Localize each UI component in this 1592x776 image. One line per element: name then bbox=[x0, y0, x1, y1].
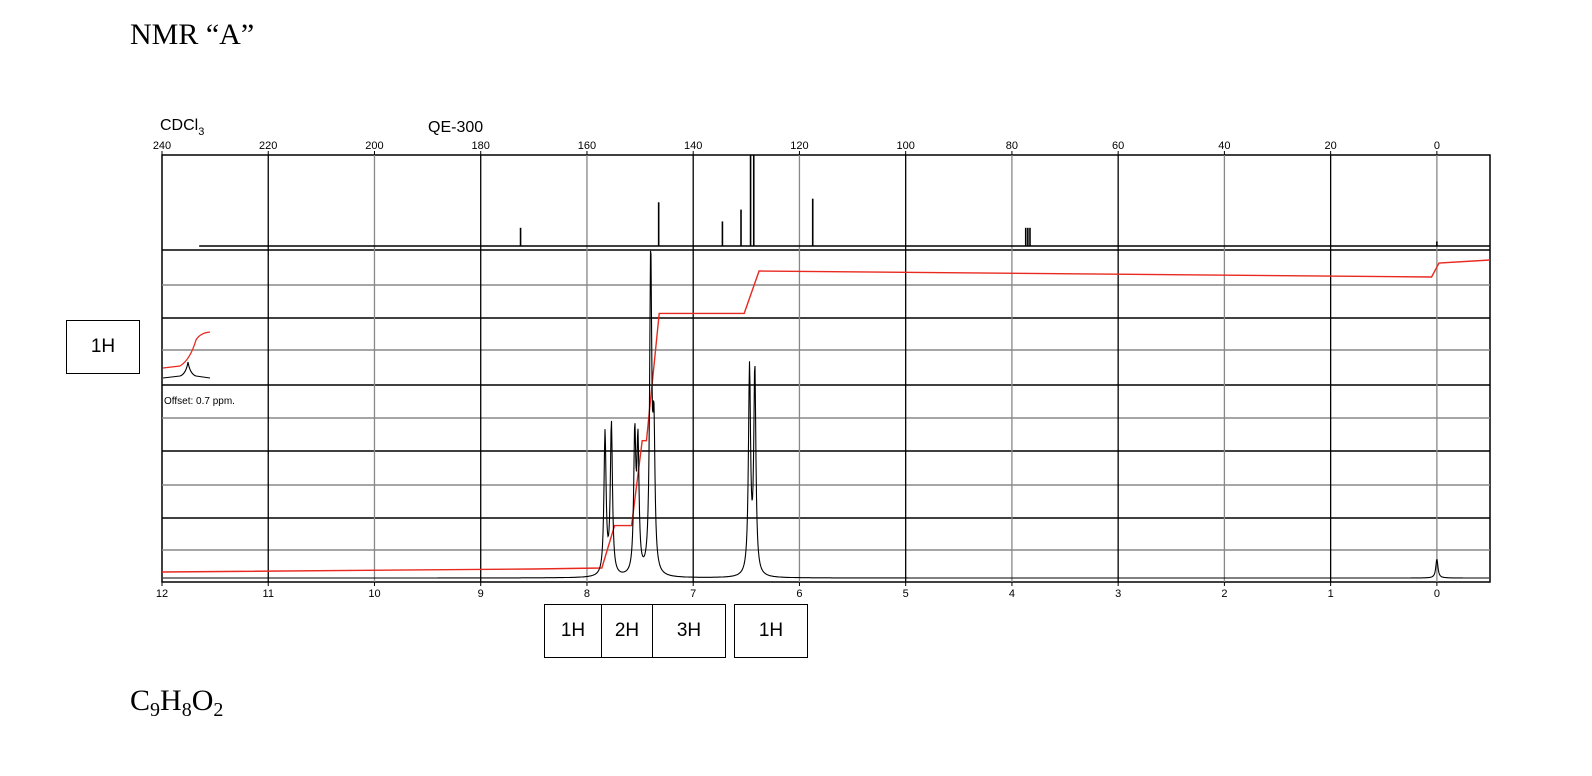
integral-trace bbox=[161, 259, 1491, 573]
carbon-tick-label: 20 bbox=[1325, 140, 1337, 152]
integral-curve bbox=[161, 259, 1491, 573]
proton-tick-label: 2 bbox=[1221, 588, 1227, 600]
document-title: NMR “A” bbox=[130, 18, 255, 51]
inset-peak-icon bbox=[162, 361, 211, 379]
proton-tick-label: 7 bbox=[690, 588, 696, 600]
proton-spectrum bbox=[163, 250, 1489, 579]
proton-tick-label: 4 bbox=[1009, 588, 1015, 600]
integration-box-3h: 3H bbox=[652, 604, 726, 658]
carbon-tick-label: 180 bbox=[472, 140, 490, 152]
carbon-tick-label: 220 bbox=[259, 140, 277, 152]
carbon-tick-label: 40 bbox=[1218, 140, 1230, 152]
proton-trace bbox=[163, 250, 1489, 579]
proton-tick-label: 12 bbox=[156, 588, 168, 600]
proton-tick-label: 11 bbox=[263, 588, 274, 600]
carbon-tick-label: 100 bbox=[897, 140, 915, 152]
instrument-label: QE-300 bbox=[428, 119, 483, 136]
carbon-tick-label: 160 bbox=[578, 140, 596, 152]
proton-tick-label: 0 bbox=[1434, 588, 1440, 600]
molecular-formula: C9H8O2 bbox=[130, 684, 224, 721]
carbon-tick-label: 60 bbox=[1112, 140, 1124, 152]
proton-tick-label: 6 bbox=[796, 588, 802, 600]
plot-frame bbox=[161, 154, 1491, 583]
proton-tick-label: 3 bbox=[1115, 588, 1121, 600]
proton-tick-label: 9 bbox=[478, 588, 484, 600]
carbon-tick-label: 140 bbox=[684, 140, 702, 152]
integration-box-left: 1H bbox=[66, 320, 140, 374]
proton-tick-label: 8 bbox=[584, 588, 590, 600]
carbon-spectrum bbox=[199, 155, 1490, 247]
carbon-tick-label: 240 bbox=[153, 140, 171, 152]
inset-integral-icon bbox=[162, 331, 211, 369]
integration-box-1h-a: 1H bbox=[544, 604, 602, 658]
carbon-tick-label: 120 bbox=[790, 140, 808, 152]
integration-box-2h: 2H bbox=[601, 604, 653, 658]
proton-tick-label: 5 bbox=[903, 588, 909, 600]
offset-label: Offset: 0.7 ppm. bbox=[164, 396, 235, 407]
axis-labels: 240 220 200 180 160 140 120 100 80 60 40 20 012 11 10 9… bbox=[153, 140, 1440, 600]
carbon-tick-label: 0 bbox=[1434, 140, 1440, 152]
integration-box-1h-b: 1H bbox=[734, 604, 808, 658]
solvent-label: CDCl3 bbox=[160, 117, 204, 138]
carbon-tick-label: 80 bbox=[1006, 140, 1018, 152]
proton-tick-label: 1 bbox=[1328, 588, 1334, 600]
grid-layer bbox=[161, 154, 1491, 583]
proton-tick-label: 10 bbox=[368, 588, 380, 600]
carbon-tick-label: 200 bbox=[365, 140, 383, 152]
